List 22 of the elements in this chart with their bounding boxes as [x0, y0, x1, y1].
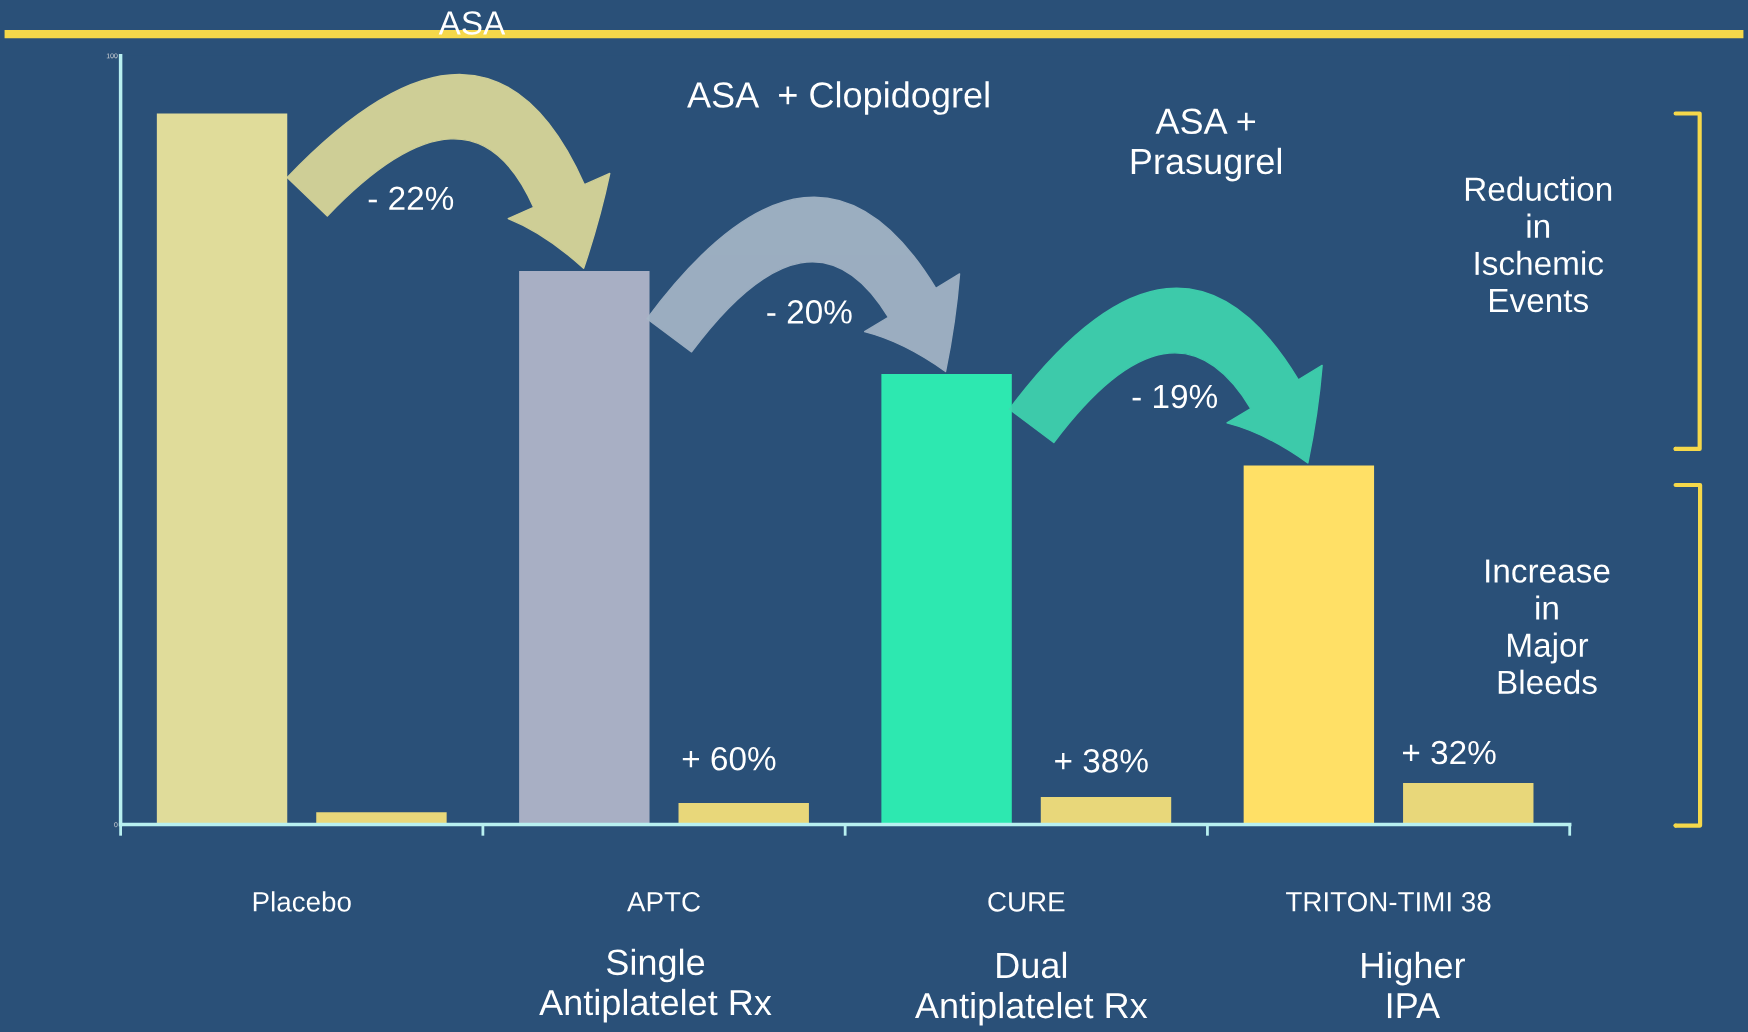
annotation: + 32% [1403, 740, 1496, 765]
annotation: Reduction in Ischemic Events [1465, 176, 1612, 313]
annotation: ASA + Prasugrel [1131, 108, 1281, 182]
x-tick-label: TRITON-TIMI 38 [1286, 891, 1491, 912]
annotation: Increase in Major Bleeds [1486, 559, 1610, 695]
annotation: ASA + Clopidogrel [687, 81, 989, 115]
bar [678, 803, 809, 825]
annotation: - 22% [368, 186, 454, 211]
bar [1403, 783, 1534, 825]
text: Single Antiplatelet Rx [539, 948, 772, 1023]
bar [316, 812, 447, 825]
bar [1040, 796, 1172, 825]
text: Dual Antiplatelet Rx [914, 951, 1148, 1026]
text: ASA [438, 11, 506, 35]
x-tick-label: CURE [988, 891, 1065, 912]
annotation: - 20% [767, 300, 852, 324]
x-tick-label: APTC [627, 891, 700, 912]
x-tick-label: Placebo [253, 891, 351, 912]
text: Higher IPA [1362, 951, 1465, 1019]
annotation: + 38% [1055, 749, 1148, 773]
annotation: - 19% [1132, 384, 1218, 409]
annotation: + 60% [682, 746, 776, 771]
